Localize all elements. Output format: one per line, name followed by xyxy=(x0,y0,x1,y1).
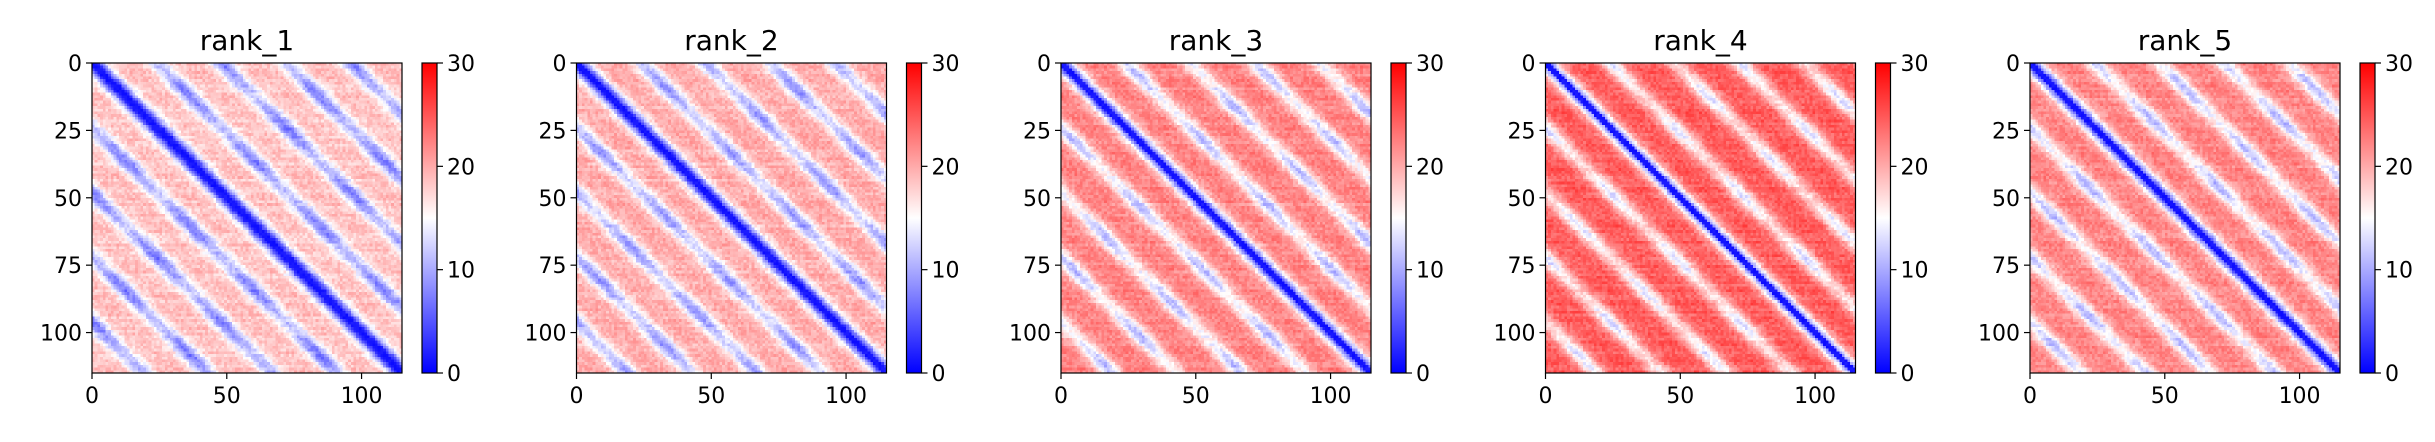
heatmap-panel-1: rank_1 0 50 100 0 25 50 75 100 0 10 20 30 xyxy=(40,24,475,409)
panel-title: rank_5 xyxy=(2138,24,2232,57)
x-tick-label: 50 xyxy=(213,384,241,409)
panel-title: rank_2 xyxy=(684,24,778,57)
colorbar-tick-label: 10 xyxy=(447,259,475,284)
x-tick-label: 0 xyxy=(1539,384,1553,409)
colorbar-tick-label: 30 xyxy=(2385,52,2413,77)
heatmap-image xyxy=(92,63,402,373)
colorbar xyxy=(2360,63,2375,373)
x-tick-label: 50 xyxy=(1182,384,1210,409)
x-tick-label: 100 xyxy=(341,384,383,409)
colorbar-tick-label: 10 xyxy=(2385,259,2413,284)
y-tick-label: 25 xyxy=(1992,119,2020,144)
colorbar xyxy=(422,63,437,373)
x-tick-label: 50 xyxy=(697,384,725,409)
colorbar-tick-label: 10 xyxy=(1901,259,1929,284)
heatmap-image xyxy=(577,63,887,373)
colorbar-tick-label: 30 xyxy=(1416,52,1444,77)
heatmap-panel-5: rank_5 0 50 100 0 25 50 75 100 0 10 20 30 xyxy=(1978,24,2413,409)
y-tick-label: 100 xyxy=(1494,322,1536,347)
x-tick-label: 100 xyxy=(2279,384,2321,409)
x-tick-label: 0 xyxy=(570,384,584,409)
x-tick-label: 100 xyxy=(825,384,867,409)
x-tick-label: 100 xyxy=(1794,384,1836,409)
colorbar-tick-label: 0 xyxy=(447,362,461,387)
y-tick-label: 50 xyxy=(1023,187,1051,212)
heatmap-image xyxy=(1546,63,1856,373)
y-tick-label: 75 xyxy=(1508,254,1536,279)
y-tick-label: 0 xyxy=(2006,52,2020,77)
x-tick-label: 50 xyxy=(1666,384,1694,409)
colorbar-tick-label: 0 xyxy=(1901,362,1915,387)
y-tick-label: 0 xyxy=(1522,52,1536,77)
heatmap-panel-4: rank_4 0 50 100 0 25 50 75 100 0 10 20 30 xyxy=(1494,24,1929,409)
y-tick-label: 50 xyxy=(1992,187,2020,212)
colorbar xyxy=(907,63,922,373)
colorbar-tick-label: 20 xyxy=(932,155,960,180)
x-tick-label: 100 xyxy=(1310,384,1352,409)
colorbar xyxy=(1876,63,1891,373)
y-tick-label: 50 xyxy=(54,187,82,212)
colorbar-tick-label: 30 xyxy=(447,52,475,77)
y-tick-label: 50 xyxy=(539,187,567,212)
x-tick-label: 0 xyxy=(2023,384,2037,409)
heatmap-image xyxy=(2030,63,2340,373)
y-tick-label: 25 xyxy=(54,119,82,144)
colorbar-tick-label: 20 xyxy=(2385,155,2413,180)
y-tick-label: 75 xyxy=(1992,254,2020,279)
y-tick-label: 100 xyxy=(1978,322,2020,347)
colorbar-tick-label: 0 xyxy=(932,362,946,387)
y-tick-label: 25 xyxy=(539,119,567,144)
colorbar-tick-label: 0 xyxy=(2385,362,2399,387)
x-tick-label: 0 xyxy=(85,384,99,409)
y-tick-label: 0 xyxy=(553,52,567,77)
y-tick-label: 75 xyxy=(1023,254,1051,279)
y-tick-label: 25 xyxy=(1023,119,1051,144)
x-tick-label: 50 xyxy=(2151,384,2179,409)
y-tick-label: 100 xyxy=(1009,322,1051,347)
colorbar-tick-label: 30 xyxy=(1901,52,1929,77)
colorbar-tick-label: 10 xyxy=(1416,259,1444,284)
panel-title: rank_1 xyxy=(200,24,294,57)
y-tick-label: 100 xyxy=(525,322,567,347)
y-tick-label: 75 xyxy=(539,254,567,279)
x-tick-label: 0 xyxy=(1054,384,1068,409)
heatmap-panel-2: rank_2 0 50 100 0 25 50 75 100 0 10 20 30 xyxy=(525,24,960,409)
y-tick-label: 75 xyxy=(54,254,82,279)
y-tick-label: 100 xyxy=(40,322,82,347)
panel-title: rank_3 xyxy=(1169,24,1263,57)
colorbar-tick-label: 10 xyxy=(932,259,960,284)
panel-title: rank_4 xyxy=(1653,24,1747,57)
y-tick-label: 25 xyxy=(1508,119,1536,144)
y-tick-label: 0 xyxy=(1037,52,1051,77)
colorbar-tick-label: 20 xyxy=(447,155,475,180)
colorbar xyxy=(1391,63,1406,373)
colorbar-tick-label: 20 xyxy=(1416,155,1444,180)
heatmap-panel-3: rank_3 0 50 100 0 25 50 75 100 0 10 20 30 xyxy=(1009,24,1444,409)
heatmap-image xyxy=(1061,63,1371,373)
colorbar-tick-label: 20 xyxy=(1901,155,1929,180)
colorbar-tick-label: 0 xyxy=(1416,362,1430,387)
y-tick-label: 50 xyxy=(1508,187,1536,212)
y-tick-label: 0 xyxy=(68,52,82,77)
colorbar-tick-label: 30 xyxy=(932,52,960,77)
